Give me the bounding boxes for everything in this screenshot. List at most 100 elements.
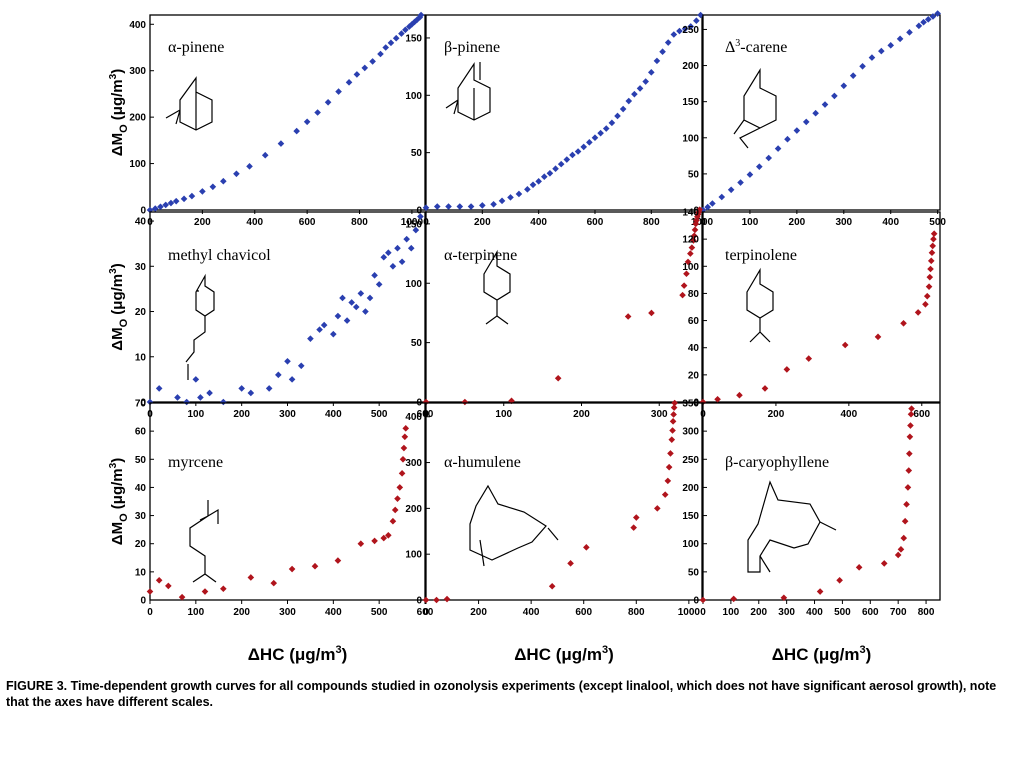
y-tick-label: 150: [682, 97, 699, 108]
data-point: [402, 425, 410, 432]
y-tick-label: 250: [682, 455, 699, 466]
y-tick-label: 50: [411, 338, 423, 349]
y-tick-label: 40: [688, 343, 700, 354]
data-point: [680, 282, 688, 289]
y-tick-label: 200: [405, 504, 422, 515]
data-point: [557, 160, 565, 168]
panel-frame: [425, 402, 703, 601]
data-point: [580, 143, 588, 151]
x-tick-label: 500: [834, 607, 851, 618]
data-point: [324, 98, 332, 106]
data-point: [687, 23, 695, 30]
panel-methyl-chavicol: 0 10 20 30 400 100 200 300 400 500 600 methyl chavi…: [135, 211, 434, 420]
data-point: [648, 309, 655, 317]
y-tick-label: 0: [693, 596, 699, 607]
data-point: [859, 62, 866, 70]
x-tick-label: 400: [523, 607, 540, 618]
data-point: [841, 341, 849, 349]
x-tick-label: 600: [575, 607, 592, 618]
data-point: [567, 560, 574, 567]
y-tick-label: 20: [135, 307, 147, 318]
data-point: [411, 18, 418, 26]
data-point: [220, 585, 227, 593]
molecule-structure-icon: [746, 267, 774, 343]
y-tick-label: 100: [682, 133, 699, 144]
data-point: [456, 203, 464, 210]
data-point: [377, 50, 384, 58]
x-tick-label: 100: [495, 409, 512, 420]
x-tick-label: 300: [279, 607, 296, 618]
data-point: [900, 534, 908, 542]
panel-frame: [702, 211, 941, 403]
compound-label: α-pinene: [168, 39, 224, 56]
y-tick-label: 20: [688, 370, 700, 381]
data-point: [831, 92, 838, 100]
data-point: [467, 203, 475, 210]
data-point: [220, 177, 227, 185]
data-point: [311, 562, 319, 570]
caption-label: FIGURE 3.: [6, 679, 68, 693]
data-point: [929, 242, 937, 250]
x-tick-label: 200: [750, 607, 767, 618]
x-tick-label: 600: [417, 607, 434, 618]
data-point: [265, 385, 273, 392]
y-tick-label: 30: [135, 511, 147, 522]
data-point: [668, 436, 676, 443]
x-tick-label: 0: [147, 607, 153, 618]
data-point: [927, 265, 934, 273]
molecule-structure-icon: [733, 67, 777, 149]
data-point: [697, 11, 704, 19]
data-point: [718, 193, 726, 201]
data-point: [669, 418, 677, 425]
data-point: [399, 455, 407, 463]
data-point: [422, 596, 430, 604]
y-tick-label: 70: [135, 399, 147, 410]
y-tick-label: 50: [688, 169, 700, 180]
data-point: [402, 26, 409, 34]
data-point: [654, 505, 661, 512]
x-axis-title: ΔHC (μg/m3): [248, 644, 348, 664]
data-point: [690, 237, 697, 244]
data-point: [736, 391, 743, 399]
data-point: [878, 47, 885, 55]
data-point: [693, 217, 700, 224]
data-point: [930, 230, 938, 238]
data-point: [192, 376, 200, 383]
y-tick-label: 200: [129, 113, 146, 124]
data-point: [371, 272, 378, 279]
data-point: [774, 145, 782, 152]
data-point: [392, 34, 400, 42]
y-tick-label: 250: [682, 25, 699, 36]
y-tick-label: 20: [135, 539, 147, 550]
data-point: [855, 564, 863, 571]
data-point: [479, 202, 486, 209]
x-tick-label: 300: [835, 217, 852, 228]
x-tick-label: 600: [299, 217, 316, 228]
data-point: [387, 39, 395, 47]
data-point: [412, 226, 420, 234]
y-tick-label: 80: [688, 289, 700, 300]
x-tick-label: 400: [841, 409, 858, 420]
data-point: [681, 25, 689, 33]
y-tick-label: 150: [405, 219, 422, 230]
data-point: [574, 148, 582, 155]
data-point: [816, 588, 824, 595]
x-tick-label: 700: [890, 607, 907, 618]
molecule-structure-icon: [189, 500, 219, 583]
data-point: [233, 170, 240, 178]
y-tick-label: 10: [135, 352, 147, 363]
data-point: [353, 71, 361, 78]
data-point: [417, 11, 425, 19]
panel-frame: [425, 14, 703, 211]
data-point: [335, 88, 342, 95]
data-point: [180, 195, 188, 203]
y-tick-label: 40: [135, 217, 147, 228]
y-tick-label: 100: [129, 159, 146, 170]
data-point: [693, 17, 700, 25]
data-point: [903, 501, 910, 508]
panel-a-pinene: 0 100 200 300 400 0 200 400 600 800 1000 α-pinene: [129, 11, 426, 228]
x-tick-label: 800: [918, 607, 935, 618]
data-point: [247, 389, 255, 397]
y-tick-label: 30: [135, 262, 147, 273]
